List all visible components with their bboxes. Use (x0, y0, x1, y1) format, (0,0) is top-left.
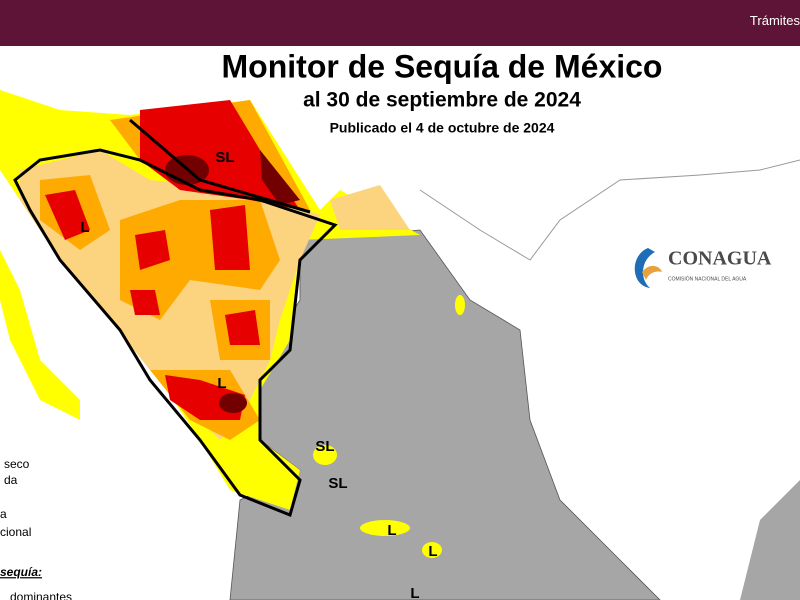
header-bar: Trámites (0, 0, 800, 46)
map-title: Monitor de Sequía de México (222, 48, 663, 84)
region-label: SL (215, 149, 234, 166)
legend-fragment: dominantes (10, 590, 72, 600)
region-label: L (80, 219, 89, 236)
header-link[interactable]: Trámites (749, 13, 800, 28)
region-label: L (387, 522, 396, 539)
region-label: L (410, 585, 419, 600)
region-label: L (217, 375, 226, 392)
legend-fragment: a (0, 507, 7, 521)
region-label: SL (328, 475, 347, 492)
legend-heading: sequía: (0, 565, 42, 579)
map-art (0, 90, 800, 600)
logo-name: CONAGUA (668, 248, 772, 270)
legend-fragment: cional (0, 525, 31, 539)
region-label: L (428, 543, 437, 560)
logo-subtitle: COMISIÓN NACIONAL DEL AGUA (668, 275, 747, 282)
legend-fragment: da (4, 473, 18, 487)
region-label: SL (315, 438, 334, 455)
map-subtitle: al 30 de septiembre de 2024 (303, 89, 581, 112)
legend-fragment: seco (4, 457, 30, 471)
map-published: Publicado el 4 de octubre de 2024 (330, 120, 555, 136)
